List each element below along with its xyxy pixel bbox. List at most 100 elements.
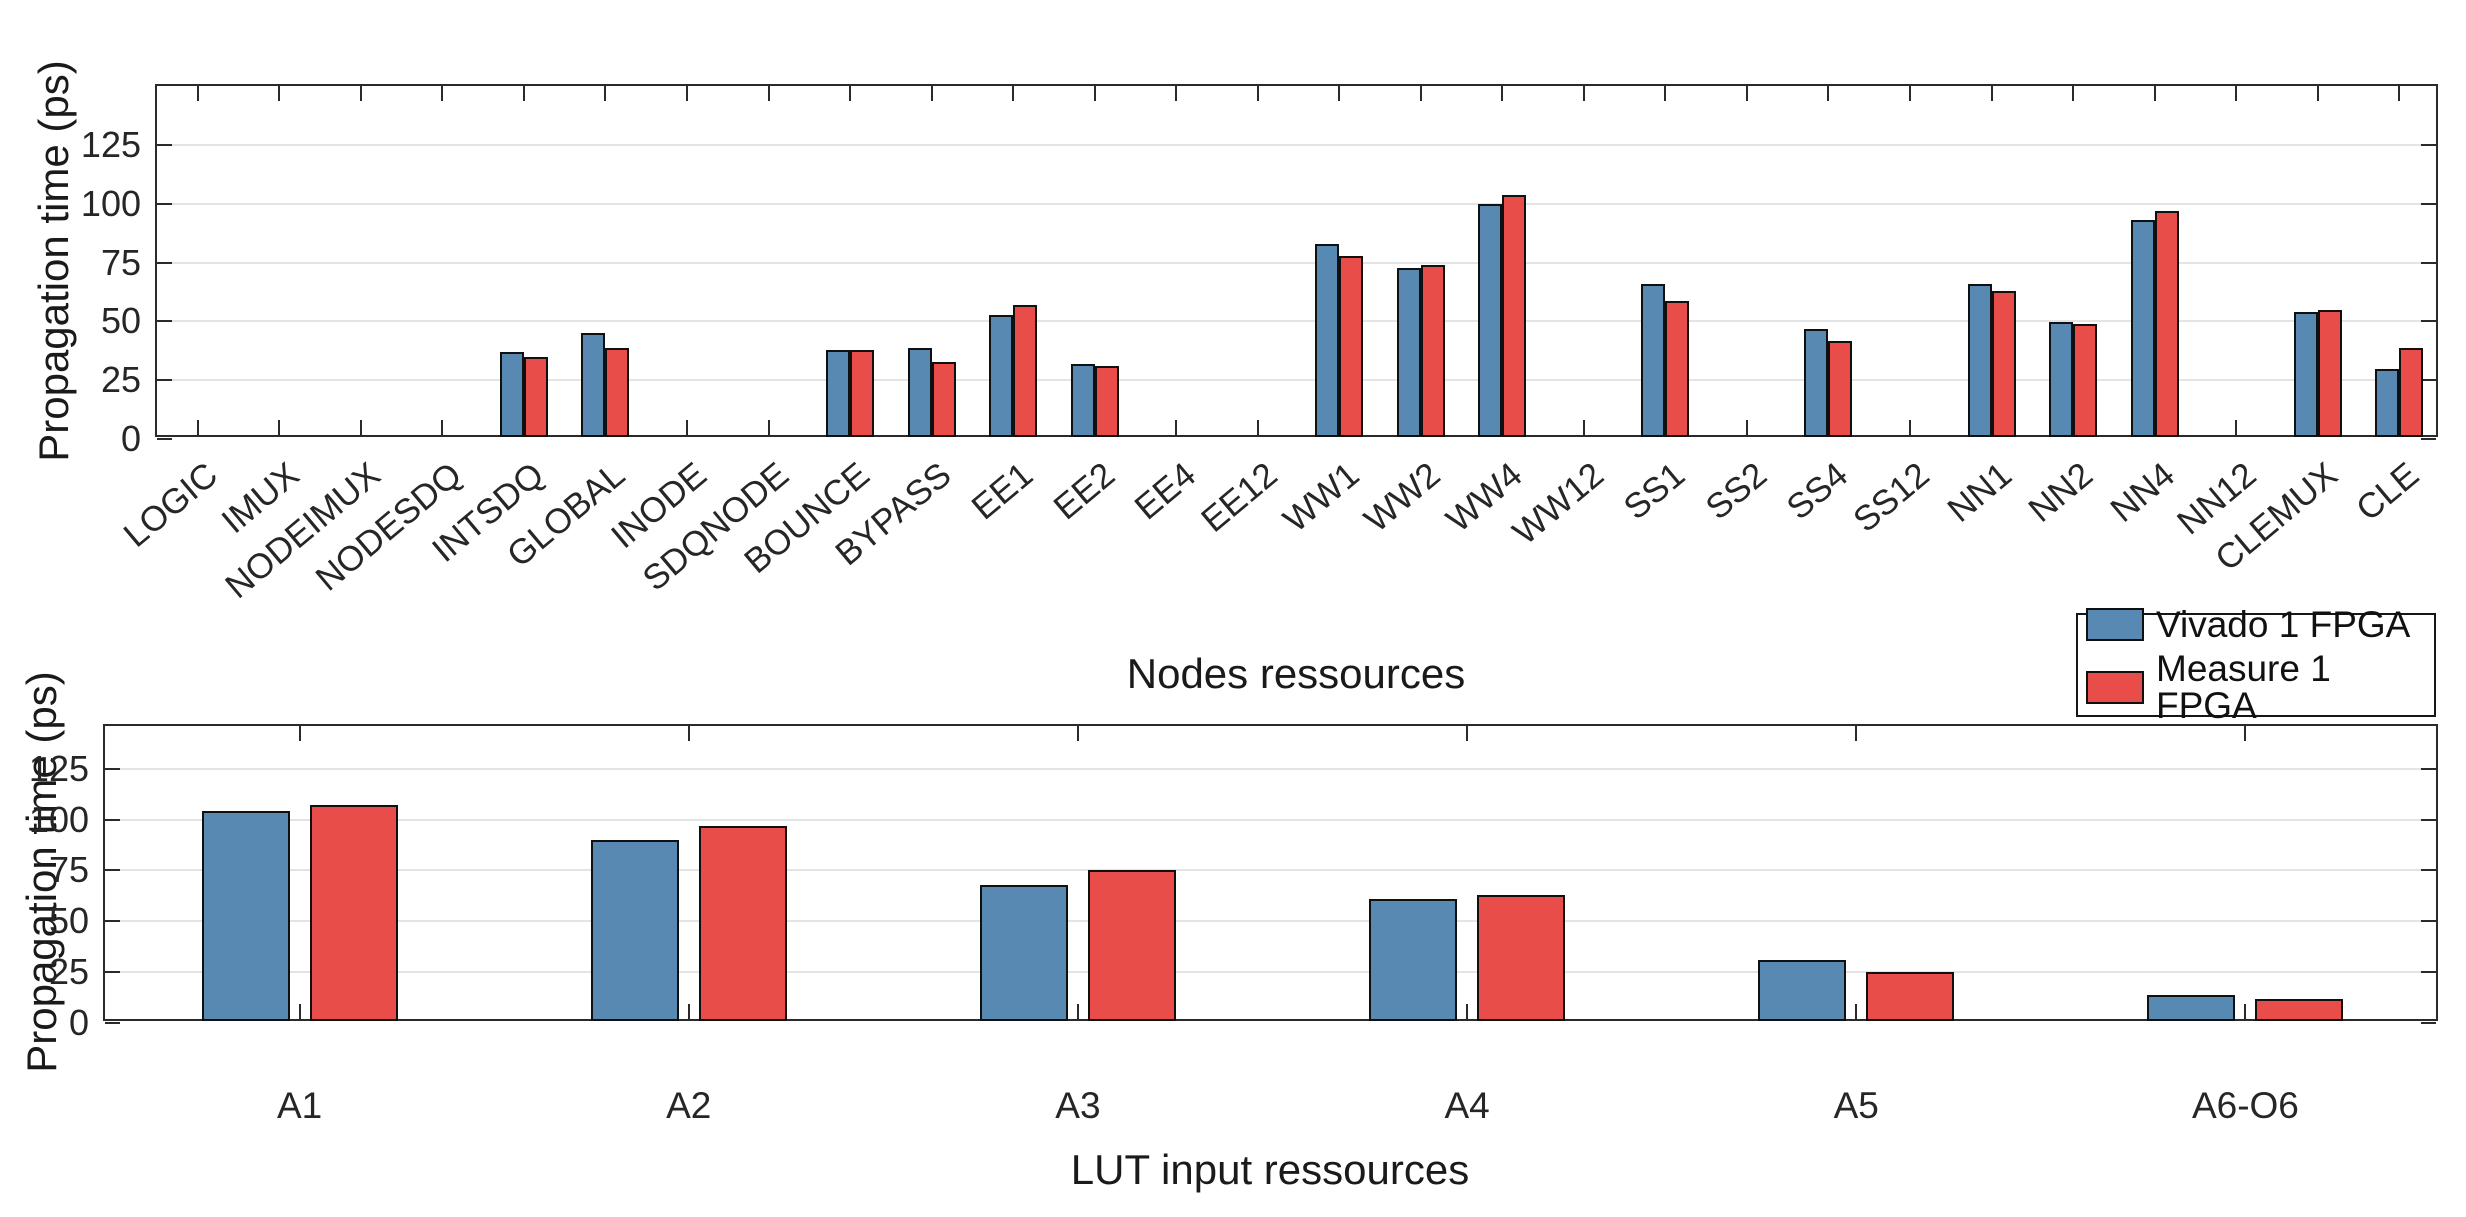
bar [1967,284,1992,437]
x-tick [298,1004,301,1019]
bar [850,349,875,437]
bar [523,356,548,437]
bar [590,839,679,1021]
x-tick-label: EE4 [1127,455,1204,528]
legend-item-vivado: Vivado 1 FPGA [2086,606,2426,643]
bar [605,347,630,437]
x-tick [1582,420,1585,435]
x-tick-label: WW12 [1505,455,1611,553]
x-tick-label: SS1 [1616,455,1693,528]
legend: Vivado 1 FPGA Measure 1 FPGA [2076,606,2436,724]
bar [1070,364,1095,437]
gridline [157,202,2436,205]
gridline [105,920,2436,923]
x-tick [1855,726,1858,741]
x-tick-label: NN4 [2102,455,2182,530]
x-tick-label: A1 [276,1085,323,1126]
bar [1420,265,1445,437]
y-tick [157,143,172,146]
x-tick [2316,86,2319,101]
bar [1991,291,2016,437]
top-xlabel: Nodes ressources [1126,650,1466,697]
lut-plot-area: 0 25 50 75 100 125 A1 A2 A3 A4 A5 A6-O6 [29,724,2438,1126]
x-tick [685,86,688,101]
x-tick-label: CLE [2349,455,2427,529]
bar [1828,340,1853,437]
y-tick [157,202,172,205]
bar [1315,244,1340,437]
x-tick [1501,86,1504,101]
bar [201,811,290,1021]
bar [2154,211,2179,437]
x-tick [441,420,444,435]
y-tick [2421,320,2436,323]
x-tick-label: SS2 [1698,455,1775,528]
x-tick [849,86,852,101]
x-tick [2398,86,2401,101]
x-tick [298,726,301,741]
x-tick [1076,726,1079,741]
nodes-plot-area: 0 25 50 75 100 125 LOGIC IMUX NODEIMUX NODESDQ INT… [81,84,2438,606]
bar [1013,305,1038,437]
y-tick [2421,920,2436,923]
x-tick [2153,86,2156,101]
x-tick [685,420,688,435]
y-tick [105,971,120,974]
x-tick [522,86,525,101]
x-tick [1012,86,1015,101]
bar [1866,972,1955,1021]
x-tick [1909,86,1912,101]
x-tick [767,86,770,101]
bar [309,805,398,1021]
y-tick [2421,438,2436,440]
y-tick-label: 125 [28,747,89,789]
x-tick-label: EE2 [1045,455,1122,528]
x-tick [359,420,362,435]
x-tick-label: SS12 [1846,455,1938,540]
y-tick [2421,261,2436,264]
x-tick [1256,86,1259,101]
x-tick [196,420,199,435]
x-tick-label: A6-O6 [2191,1085,2299,1126]
x-tick [1175,86,1178,101]
y-tick-label: 25 [48,951,89,993]
bar [1477,894,1566,1021]
x-tick [1419,86,1422,101]
bar [2375,368,2400,437]
y-tick-label: 75 [48,849,89,891]
x-tick [1175,420,1178,435]
y-tick-label: 50 [100,300,141,342]
bar [2130,220,2155,437]
x-tick [2072,86,2075,101]
y-tick-label: 100 [80,182,141,224]
bar [1665,300,1690,437]
x-tick [687,726,690,741]
bar [2049,321,2074,437]
bar [1478,204,1503,437]
x-tick [1745,420,1748,435]
y-tick-label: 125 [80,123,141,165]
y-tick [105,1022,120,1024]
x-tick-label: WW2 [1357,455,1448,540]
bar [907,347,932,437]
y-tick-label: 25 [100,359,141,401]
y-tick-label: 0 [120,418,141,459]
vivado-swatch-icon [2086,608,2144,641]
bar [1641,284,1666,437]
y-tick [2421,379,2436,382]
x-tick [1582,86,1585,101]
bar [2399,347,2424,437]
x-tick-label: A5 [1833,1085,1879,1126]
bar [1758,959,1847,1021]
y-tick [2421,767,2436,770]
x-tick-label: A3 [1055,1085,1101,1126]
y-tick [157,438,172,440]
legend-label: Measure 1 FPGA [2156,648,2331,726]
y-tick [2421,869,2436,872]
x-tick-label: A4 [1444,1085,1490,1126]
x-tick [441,86,444,101]
x-tick [1093,86,1096,101]
x-tick-label: NN1 [1939,455,2019,530]
bar [2147,994,2236,1021]
y-tick [2421,202,2436,205]
